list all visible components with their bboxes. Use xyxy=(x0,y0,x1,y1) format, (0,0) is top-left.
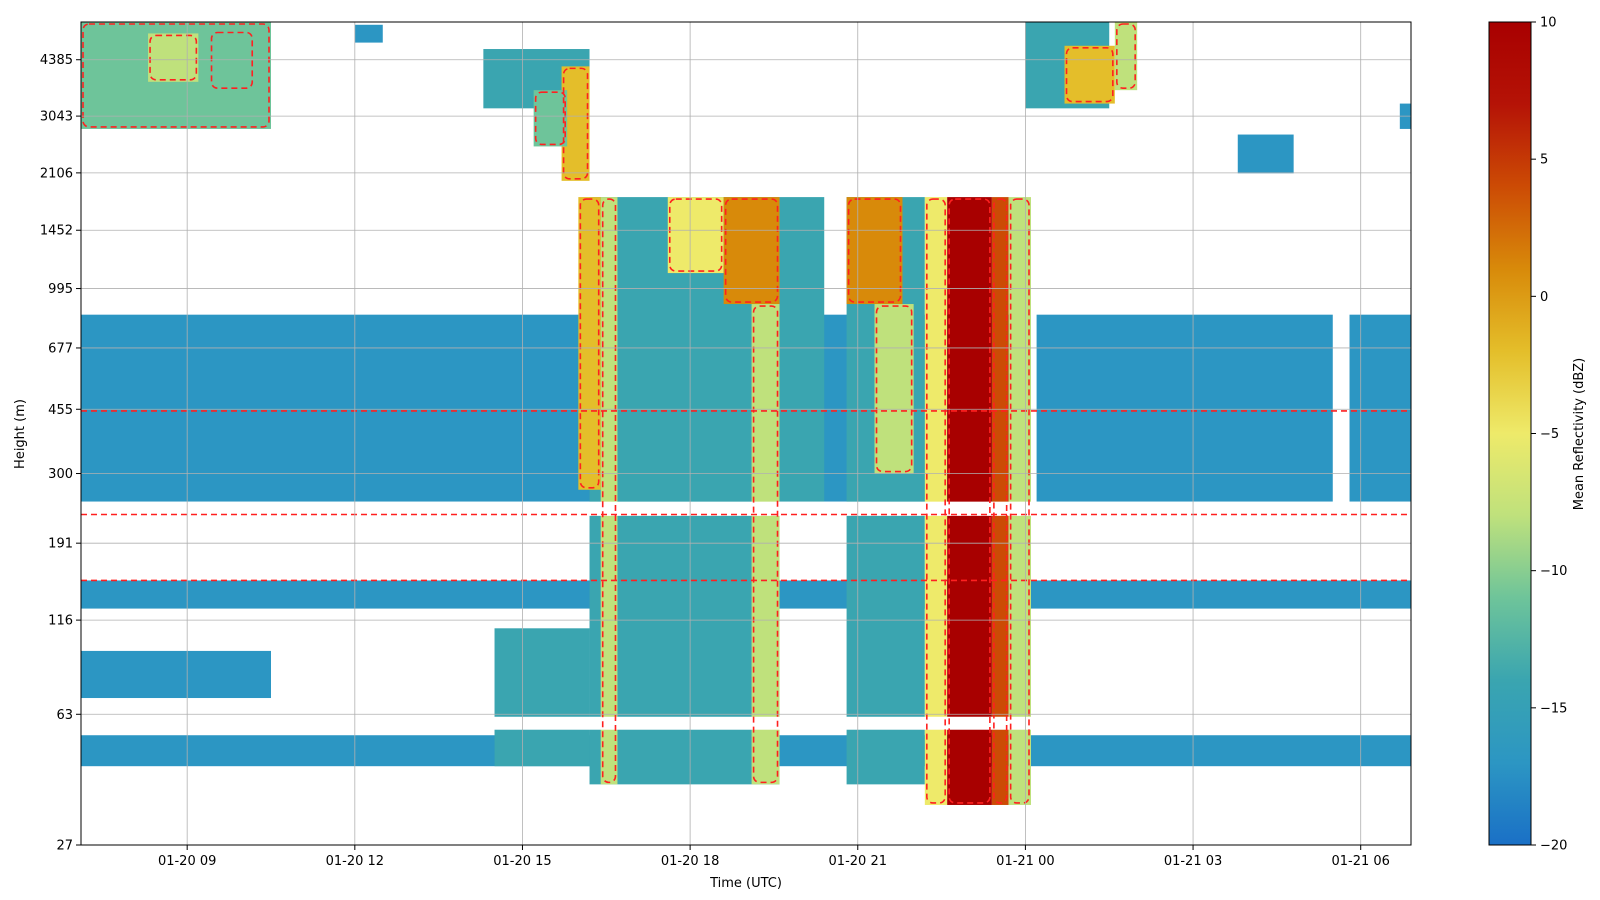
contour-27 xyxy=(1009,198,1030,804)
heatmap-region-23 xyxy=(874,304,914,474)
colorbar xyxy=(1488,21,1532,846)
heatmap-region-9 xyxy=(1349,314,1411,502)
contour-22 xyxy=(847,198,902,303)
x-tick-label-6: 01-21 03 xyxy=(1164,854,1222,869)
x-tick-label-2: 01-20 15 xyxy=(493,854,551,869)
heatmap-region-2 xyxy=(209,30,255,91)
data-gap-1 xyxy=(81,716,1411,730)
y-tick-label-7: 995 xyxy=(48,282,73,297)
y-tick-label-9: 2106 xyxy=(40,166,73,181)
heatmap-region-18 xyxy=(723,197,780,305)
contour-0 xyxy=(82,23,270,128)
contour-19 xyxy=(752,305,779,784)
heatmap-region-30 xyxy=(1114,22,1138,91)
x-tick-label-0: 01-20 09 xyxy=(158,854,216,869)
y-axis-ticks: 27 63 116 191 300 455 677 995 1452 2106 3043 4385 xyxy=(40,53,81,854)
heatmap-region-1 xyxy=(148,33,199,82)
colorbar-label: Mean Reflectivity (dBZ) xyxy=(1572,358,1587,511)
y-tick-label-11: 4385 xyxy=(40,53,73,68)
y-tick-label-5: 455 xyxy=(48,403,73,418)
x-tick-label-1: 01-20 12 xyxy=(326,854,384,869)
plot-frame xyxy=(80,21,1412,846)
y-tick-label-0: 27 xyxy=(56,839,73,854)
x-axis-label: Time (UTC) xyxy=(709,876,782,891)
heatmap-region-25 xyxy=(947,197,992,805)
colorbar-tick-label-3: −5 xyxy=(1540,427,1559,442)
contour-30 xyxy=(1116,23,1136,89)
contour-16 xyxy=(579,198,600,489)
contour-24 xyxy=(926,198,946,804)
heatmap-region-6 xyxy=(533,90,568,147)
colorbar-tick-label-0: −20 xyxy=(1540,839,1567,854)
colorbar-tick-label-1: −15 xyxy=(1540,701,1567,716)
heatmap-cells xyxy=(81,22,1411,805)
heatmap-region-8 xyxy=(1036,314,1333,502)
contour-18 xyxy=(724,198,779,303)
x-tick-label-7: 01-21 06 xyxy=(1331,854,1389,869)
heatmap-region-20 xyxy=(779,197,825,502)
contour-23 xyxy=(875,305,913,473)
y-tick-label-6: 677 xyxy=(48,341,73,356)
heatmap-region-17 xyxy=(667,197,724,274)
colorbar-tick-label-5: 5 xyxy=(1540,153,1548,168)
heatmap-region-31 xyxy=(1237,134,1294,174)
heatmap-region-11 xyxy=(81,650,271,699)
contour-15 xyxy=(601,198,617,784)
contour-29 xyxy=(1065,46,1114,103)
heatmap-region-3 xyxy=(354,24,383,43)
heatmap-region-22 xyxy=(846,197,903,305)
x-tick-label-3: 01-20 18 xyxy=(661,854,719,869)
heatmap-region-16 xyxy=(578,197,601,490)
y-tick-label-1: 63 xyxy=(56,708,73,723)
y-tick-label-10: 3043 xyxy=(40,110,73,125)
contour-2 xyxy=(210,31,254,89)
y-tick-label-8: 1452 xyxy=(40,224,73,239)
contour-25 xyxy=(948,198,991,804)
heatmap-region-13 xyxy=(494,628,590,767)
x-tick-label-4: 01-20 21 xyxy=(829,854,887,869)
y-tick-label-4: 300 xyxy=(48,467,73,482)
data-gap-0 xyxy=(81,501,1411,516)
x-tick-label-5: 01-21 00 xyxy=(996,854,1054,869)
contour-1 xyxy=(149,34,198,81)
colorbar-tick-label-6: 10 xyxy=(1540,16,1557,31)
contour-lines xyxy=(81,23,1411,804)
heatmap-region-26 xyxy=(991,197,1009,805)
heatmap-region-19 xyxy=(751,304,780,785)
y-tick-label-3: 191 xyxy=(48,537,73,552)
contour-26 xyxy=(993,198,1008,804)
colorbar-tick-label-4: 0 xyxy=(1540,290,1548,305)
contour-6 xyxy=(534,91,566,146)
contour-5 xyxy=(562,67,589,180)
heatmap-region-15 xyxy=(600,197,618,785)
colorbar-ticks: −20 −15 −10 −5 0 5 10 xyxy=(1531,16,1567,854)
heatmap-region-29 xyxy=(1064,45,1115,104)
heatmap-region-24 xyxy=(924,197,948,805)
y-tick-label-2: 116 xyxy=(48,614,73,629)
x-axis-ticks: 01-20 09 01-20 12 01-20 15 01-20 18 01-20 21… xyxy=(158,845,1390,869)
colorbar-tick-label-2: −10 xyxy=(1540,564,1567,579)
y-axis-label: Height (m) xyxy=(13,399,28,469)
